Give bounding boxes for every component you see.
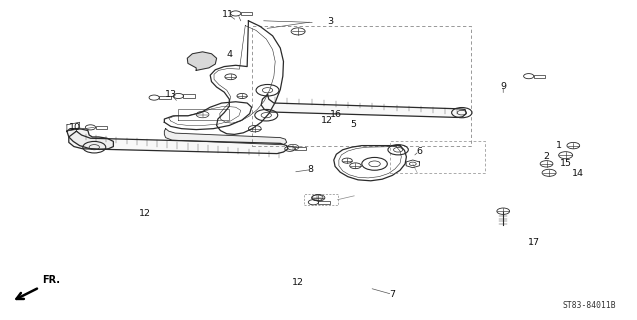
Text: ST83-84011B: ST83-84011B xyxy=(563,301,617,310)
Text: 14: 14 xyxy=(573,169,584,178)
Text: 5: 5 xyxy=(350,120,357,129)
Text: 12: 12 xyxy=(292,278,304,287)
Text: 12: 12 xyxy=(140,209,151,218)
Text: 13: 13 xyxy=(164,90,177,99)
Text: 6: 6 xyxy=(416,147,422,156)
Text: 2: 2 xyxy=(543,152,550,161)
Polygon shape xyxy=(69,131,288,154)
Bar xyxy=(534,75,545,78)
Text: 8: 8 xyxy=(308,165,314,174)
Text: 7: 7 xyxy=(389,290,396,299)
Text: 11: 11 xyxy=(222,10,234,19)
Bar xyxy=(295,147,306,150)
Text: 15: 15 xyxy=(560,159,571,168)
Text: 9: 9 xyxy=(500,82,506,91)
Polygon shape xyxy=(164,129,287,145)
Polygon shape xyxy=(67,129,113,149)
Text: 4: 4 xyxy=(226,50,233,59)
Polygon shape xyxy=(187,52,217,70)
Text: 16: 16 xyxy=(331,110,342,119)
Bar xyxy=(96,126,107,129)
Text: 10: 10 xyxy=(69,123,81,132)
Text: 17: 17 xyxy=(528,238,540,247)
Text: 1: 1 xyxy=(556,141,562,150)
Text: FR.: FR. xyxy=(42,276,60,285)
Text: 12: 12 xyxy=(322,116,333,125)
Bar xyxy=(183,94,195,98)
Bar xyxy=(159,96,171,99)
Polygon shape xyxy=(261,94,466,117)
Bar xyxy=(241,12,252,15)
Text: 3: 3 xyxy=(327,17,333,26)
Bar xyxy=(318,201,330,204)
